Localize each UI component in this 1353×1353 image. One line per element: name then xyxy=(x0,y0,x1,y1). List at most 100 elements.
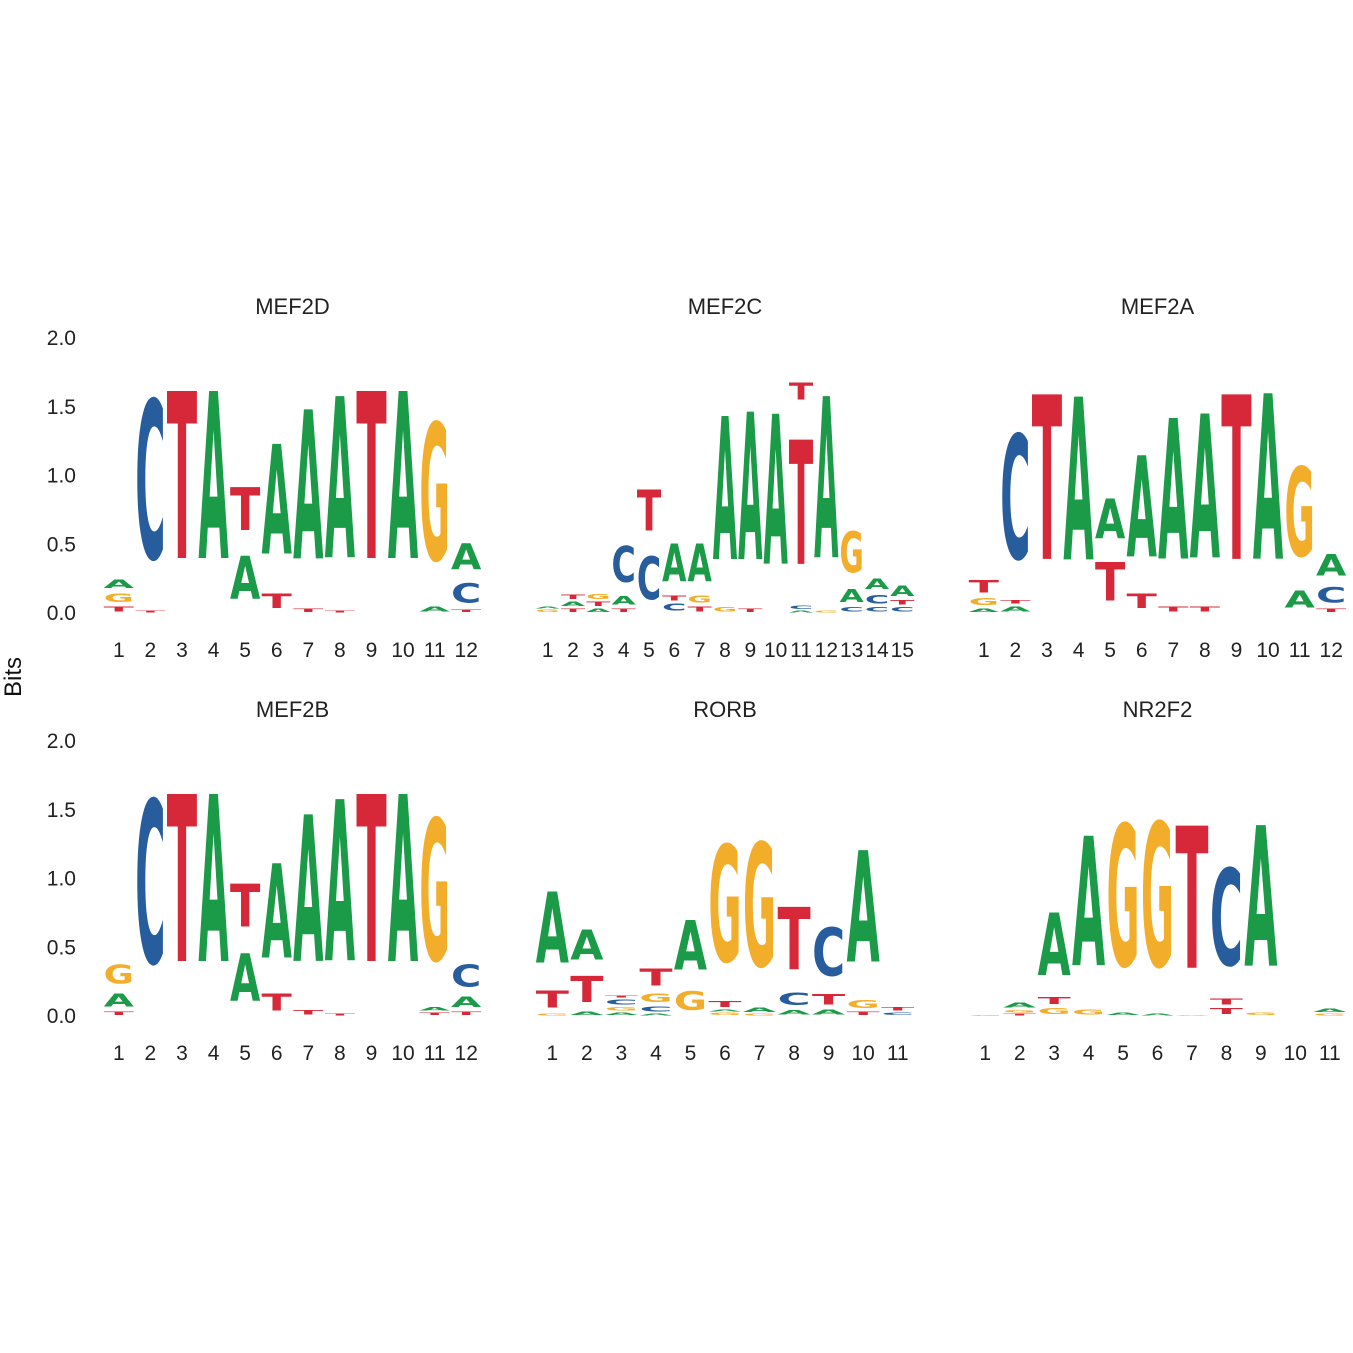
logo-letter: T xyxy=(789,379,814,406)
logo-letter: G xyxy=(814,610,838,613)
logo-letter: T xyxy=(167,346,197,613)
logo-panels: MEF2D0.00.51.01.52.0TGA1TC2T3A4AT5TA6TA7… xyxy=(47,294,1347,1065)
logo-letter: A xyxy=(1190,374,1220,604)
logo-letter: A xyxy=(1107,1012,1141,1016)
logo-letter: G xyxy=(1072,1008,1105,1016)
logo-letter: T xyxy=(662,594,687,602)
logo-panel: MEF2D0.00.51.01.52.0TGA1TC2T3A4AT5TA6TA7… xyxy=(47,294,482,662)
logo-letter: G xyxy=(605,1006,638,1012)
logo-letter: T xyxy=(639,965,672,992)
logo-letter: G xyxy=(104,592,134,605)
x-tick-label: 3 xyxy=(616,1042,628,1065)
x-tick-label: 11 xyxy=(1289,639,1311,662)
x-tick-label: 2 xyxy=(1014,1042,1026,1065)
x-tick-label: 9 xyxy=(744,639,756,662)
logo-letter: T xyxy=(586,601,611,608)
x-tick-label: 8 xyxy=(334,639,346,662)
logo-letter: G xyxy=(104,959,134,990)
logo-letter: A xyxy=(605,1012,639,1016)
logo-letter: G xyxy=(419,779,449,1005)
logo-letter: A xyxy=(743,1007,777,1014)
y-tick-label: 1.0 xyxy=(47,465,76,488)
logo-letter: A xyxy=(662,534,686,594)
logo-letter: A xyxy=(738,373,762,608)
x-tick-label: 4 xyxy=(208,1042,220,1065)
x-tick-label: 2 xyxy=(581,1042,593,1065)
x-tick-label: 2 xyxy=(567,639,579,662)
logo-letter: G xyxy=(586,593,610,601)
logo-letter: C xyxy=(890,606,914,613)
logo-letter: T xyxy=(262,989,293,1016)
logo-letter: A xyxy=(1072,802,1105,1008)
logo-letter: G xyxy=(1141,783,1174,1013)
logo-letter: T xyxy=(708,1000,741,1009)
x-tick-label: 15 xyxy=(891,639,914,662)
logo-letter: T xyxy=(1210,1007,1243,1016)
logo-letter: A xyxy=(1141,1013,1175,1016)
logo-letter: G xyxy=(688,594,712,605)
logo-letter: C xyxy=(1210,843,1243,997)
x-tick-label: 13 xyxy=(840,639,863,662)
logo-letter: A xyxy=(325,354,355,610)
x-tick-label: 4 xyxy=(208,639,220,662)
logo-letter: A xyxy=(1038,895,1071,995)
x-tick-label: 9 xyxy=(366,639,378,662)
logo-letter: C xyxy=(605,998,638,1006)
x-tick-label: 3 xyxy=(1041,639,1053,662)
logo-letter: T xyxy=(104,605,135,613)
y-tick-label: 1.5 xyxy=(47,799,76,822)
logo-letter: C xyxy=(1316,583,1346,607)
logo-letter: T xyxy=(1190,605,1221,613)
logo-letter: T xyxy=(451,1011,482,1016)
logo-letter: T xyxy=(262,590,293,613)
x-tick-label: 10 xyxy=(852,1042,875,1065)
logo-letter: A xyxy=(293,368,323,607)
y-tick-label: 2.0 xyxy=(47,730,76,753)
logo-letter: C xyxy=(639,1005,672,1013)
logo-letter: A xyxy=(1003,1001,1036,1009)
x-tick-label: 1 xyxy=(978,639,990,662)
x-tick-label: 10 xyxy=(1284,1042,1307,1065)
panel-title: RORB xyxy=(693,697,757,722)
logo-letter: C xyxy=(881,1012,914,1016)
x-tick-label: 5 xyxy=(685,1042,697,1065)
logo-letter: T xyxy=(561,607,586,613)
x-tick-label: 10 xyxy=(764,639,787,662)
x-tick-label: 9 xyxy=(1231,639,1243,662)
logo-letter: A xyxy=(1284,586,1314,614)
logo-letter: A xyxy=(789,610,814,613)
logo-letter: T xyxy=(789,407,813,605)
logo-letter: T xyxy=(1003,1013,1037,1016)
logo-letter: T xyxy=(1038,996,1071,1007)
logo-panel: MEF2CGA1TAT2ATG3TAC4CT5CTA6TGA7GA8TA9A10… xyxy=(536,294,916,662)
x-tick-label: 8 xyxy=(1221,1042,1233,1065)
logo-letter: T xyxy=(637,479,661,545)
x-tick-label: 10 xyxy=(391,1042,414,1065)
logo-letter: A xyxy=(1253,350,1283,613)
logo-letter: A xyxy=(812,1008,845,1016)
x-tick-label: 8 xyxy=(334,1042,346,1065)
x-tick-label: 11 xyxy=(887,1042,909,1065)
x-tick-label: 3 xyxy=(1048,1042,1060,1065)
x-tick-label: 7 xyxy=(754,1042,766,1065)
logo-letter: A xyxy=(1000,605,1031,613)
x-tick-label: 2 xyxy=(1010,639,1022,662)
logo-letter: T xyxy=(778,891,811,991)
logo-letter: A xyxy=(847,821,880,998)
x-tick-label: 2 xyxy=(145,639,157,662)
logo-letter: A xyxy=(708,1009,742,1012)
logo-letter: A xyxy=(230,940,261,1016)
logo-letter: A xyxy=(1127,428,1157,590)
y-tick-label: 0.5 xyxy=(47,533,76,556)
logo-letter: T xyxy=(1316,608,1347,613)
logo-letter: G xyxy=(1003,1009,1036,1013)
x-tick-label: 6 xyxy=(1136,639,1148,662)
logo-letter: T xyxy=(1158,605,1189,613)
logo-letter: C xyxy=(662,602,686,613)
logo-letter: A xyxy=(451,536,481,578)
logo-letter: A xyxy=(198,345,228,613)
logo-letter: T xyxy=(1175,787,1208,1015)
logo-letter: T xyxy=(104,1011,135,1016)
